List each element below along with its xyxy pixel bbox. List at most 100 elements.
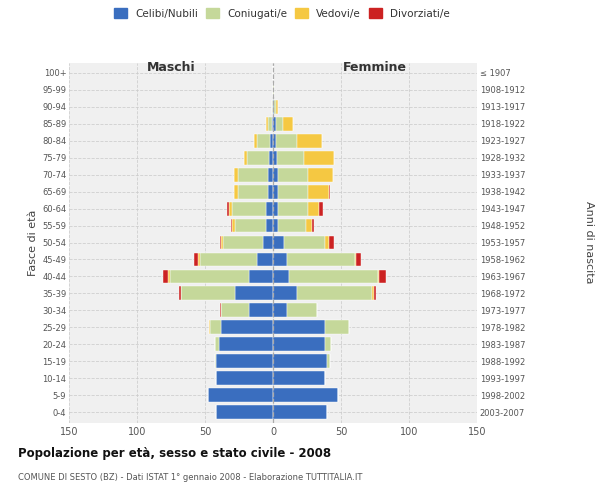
Bar — [220, 236, 221, 250]
Bar — [276, 100, 278, 114]
Bar — [209, 320, 211, 334]
Bar — [266, 116, 268, 130]
Bar — [287, 252, 355, 266]
Bar — [229, 202, 232, 215]
Bar — [273, 168, 278, 181]
Bar — [257, 134, 270, 147]
Bar — [215, 338, 218, 351]
Bar — [268, 116, 272, 130]
Bar — [305, 218, 313, 232]
Bar — [273, 100, 274, 114]
Text: COMUNE DI SESTO (BZ) - Dati ISTAT 1° gennaio 2008 - Elaborazione TUTTITALIA.IT: COMUNE DI SESTO (BZ) - Dati ISTAT 1° gen… — [18, 472, 362, 482]
Bar — [273, 252, 287, 266]
Bar — [238, 168, 268, 181]
Bar — [278, 184, 308, 198]
Bar — [211, 320, 221, 334]
Bar — [232, 218, 235, 232]
Bar — [268, 184, 273, 198]
Bar — [276, 134, 298, 147]
Bar — [273, 184, 278, 198]
Bar — [198, 252, 200, 266]
Bar — [283, 116, 293, 130]
Bar — [273, 202, 278, 215]
Bar — [289, 270, 378, 283]
Bar — [272, 116, 273, 130]
Bar — [257, 252, 273, 266]
Bar — [287, 304, 317, 318]
Bar — [273, 270, 289, 283]
Bar — [304, 150, 334, 164]
Y-axis label: Fasce di età: Fasce di età — [28, 210, 38, 276]
Bar — [194, 252, 198, 266]
Bar — [270, 134, 273, 147]
Bar — [233, 184, 238, 198]
Bar — [247, 150, 269, 164]
Bar — [273, 388, 338, 402]
Bar — [170, 270, 248, 283]
Bar — [273, 218, 278, 232]
Bar — [325, 338, 331, 351]
Bar — [248, 304, 273, 318]
Bar — [298, 134, 322, 147]
Bar — [325, 236, 329, 250]
Bar — [374, 286, 376, 300]
Bar — [235, 286, 273, 300]
Bar — [269, 150, 273, 164]
Bar — [218, 338, 273, 351]
Bar — [277, 150, 304, 164]
Bar — [266, 202, 273, 215]
Bar — [233, 168, 238, 181]
Bar — [232, 202, 266, 215]
Bar — [379, 270, 386, 283]
Y-axis label: Anni di nascita: Anni di nascita — [584, 201, 593, 284]
Legend: Celibi/Nubili, Coniugati/e, Vedovi/e, Divorziati/e: Celibi/Nubili, Coniugati/e, Vedovi/e, Di… — [111, 5, 453, 21]
Bar — [325, 320, 349, 334]
Bar — [248, 270, 273, 283]
Bar — [200, 252, 257, 266]
Bar — [278, 168, 308, 181]
Bar — [273, 82, 274, 96]
Bar — [328, 354, 330, 368]
Bar — [372, 286, 374, 300]
Bar — [221, 320, 273, 334]
Bar — [308, 202, 319, 215]
Bar — [263, 236, 273, 250]
Bar — [273, 338, 325, 351]
Bar — [319, 202, 323, 215]
Bar — [273, 354, 328, 368]
Text: Femmine: Femmine — [343, 61, 407, 74]
Bar — [356, 252, 361, 266]
Bar — [308, 184, 329, 198]
Bar — [329, 184, 330, 198]
Bar — [329, 236, 334, 250]
Bar — [220, 304, 221, 318]
Bar — [221, 304, 248, 318]
Bar — [221, 236, 223, 250]
Bar — [273, 304, 287, 318]
Bar — [284, 236, 325, 250]
Bar — [216, 354, 273, 368]
Bar — [168, 270, 170, 283]
Bar — [276, 116, 283, 130]
Text: Popolazione per età, sesso e stato civile - 2008: Popolazione per età, sesso e stato civil… — [18, 448, 331, 460]
Bar — [231, 218, 232, 232]
Bar — [266, 218, 273, 232]
Bar — [238, 184, 268, 198]
Bar — [308, 168, 333, 181]
Bar — [181, 286, 235, 300]
Bar — [278, 202, 308, 215]
Bar — [216, 406, 273, 419]
Bar — [273, 116, 276, 130]
Text: Maschi: Maschi — [146, 61, 196, 74]
Bar — [215, 354, 216, 368]
Bar — [216, 372, 273, 386]
Bar — [235, 218, 266, 232]
Bar — [227, 202, 229, 215]
Bar — [274, 100, 276, 114]
Bar — [273, 134, 276, 147]
Bar — [273, 286, 298, 300]
Bar — [278, 218, 305, 232]
Bar — [272, 100, 273, 114]
Bar — [208, 388, 273, 402]
Bar — [179, 286, 181, 300]
